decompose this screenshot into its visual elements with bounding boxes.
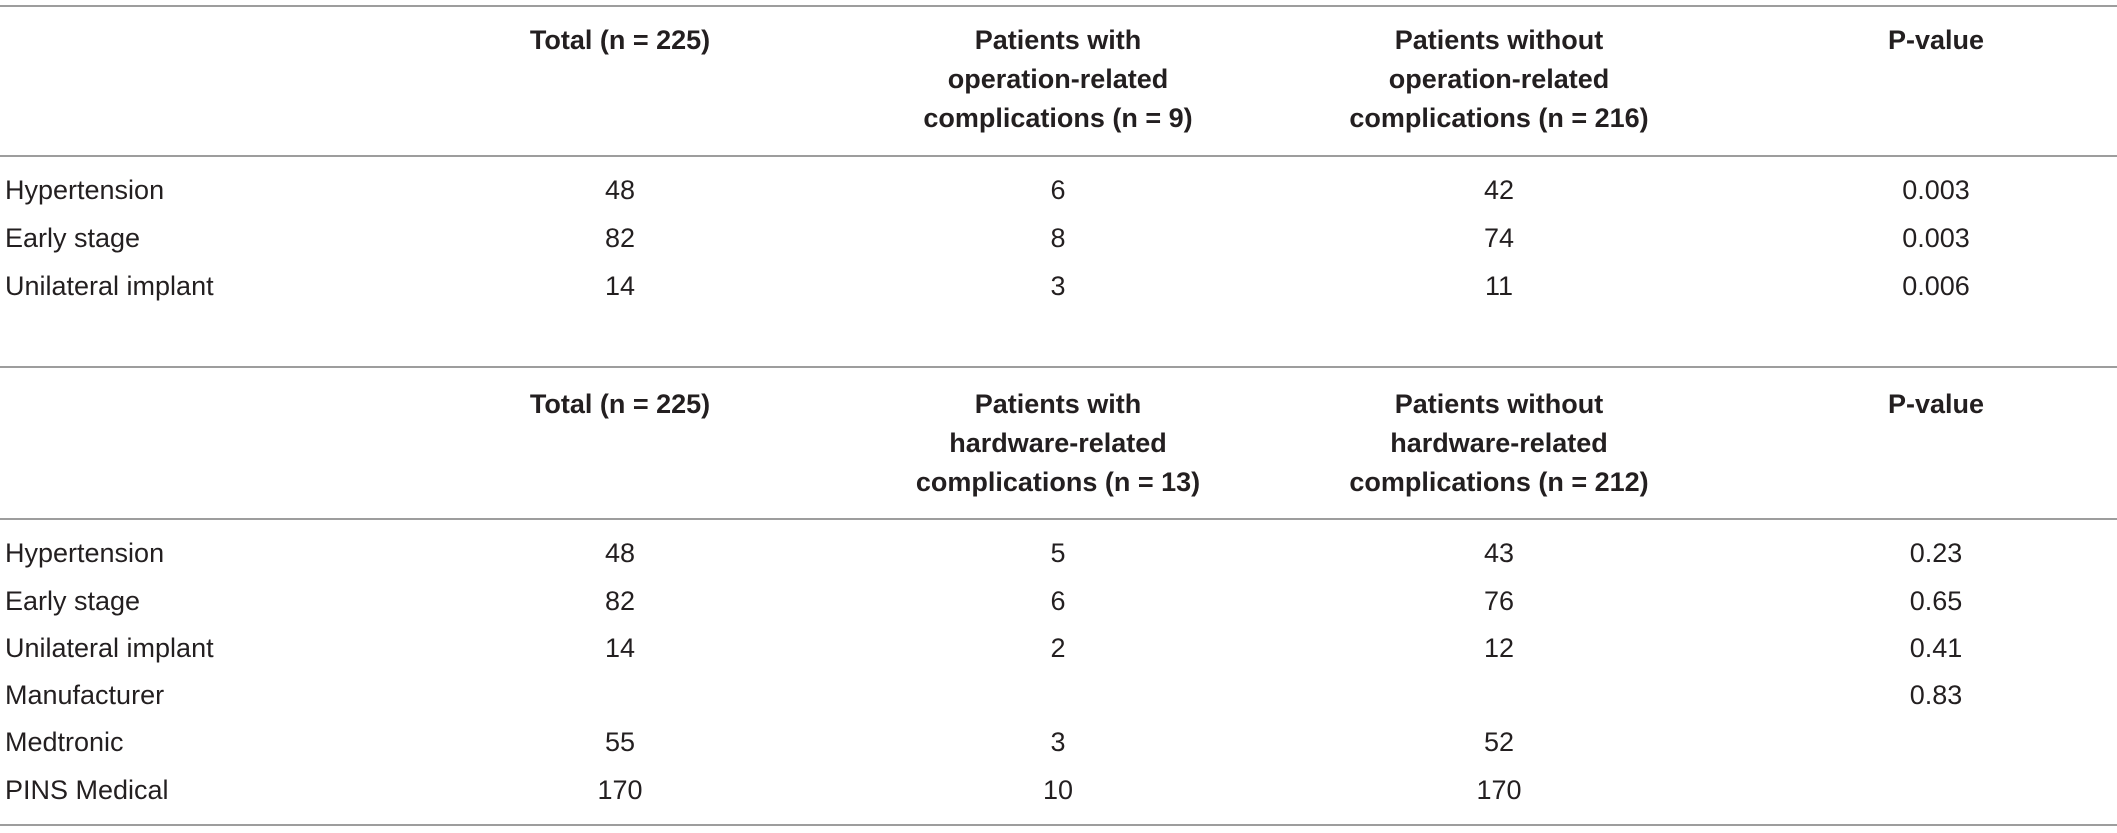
table-cell: 55 [604, 727, 636, 757]
table-cell: 0.65 [1909, 586, 1963, 616]
header-cell: Patients without [1394, 389, 1604, 419]
table-cell: 48 [604, 175, 636, 205]
table-cell: 6 [1050, 586, 1066, 616]
table-cell: 6 [1050, 175, 1066, 205]
table-rule [0, 518, 2117, 520]
table-cell: 48 [604, 538, 636, 568]
table-cell: 11 [1484, 271, 1514, 301]
table-cell: 0.003 [1902, 223, 1970, 253]
table-cell: 82 [604, 223, 636, 253]
row-label: Early stage [5, 223, 141, 253]
header-cell: P-value [1887, 389, 1985, 419]
table-cell: 43 [1483, 538, 1515, 568]
table-cell: 170 [1476, 775, 1522, 805]
header-cell: complications (n = 13) [915, 467, 1201, 497]
table-cell: 170 [597, 775, 643, 805]
table-cell: 12 [1483, 633, 1515, 663]
header-cell: complications (n = 216) [1349, 103, 1649, 133]
table-cell: 74 [1483, 223, 1515, 253]
table-cell: 14 [604, 633, 636, 663]
table-cell: 2 [1050, 633, 1066, 663]
row-label: Early stage [5, 586, 141, 616]
table-rule [0, 155, 2117, 157]
row-label: Unilateral implant [5, 633, 214, 663]
header-cell: Patients with [974, 389, 1142, 419]
row-label: Hypertension [5, 538, 165, 568]
table-cell: 3 [1050, 727, 1066, 757]
table-cell: 5 [1050, 538, 1066, 568]
table-cell: 0.83 [1909, 680, 1963, 710]
row-label: Unilateral implant [5, 271, 214, 301]
table-cell: 3 [1050, 271, 1066, 301]
table-rule [0, 5, 2117, 7]
header-cell: hardware-related [949, 428, 1167, 458]
table-cell: 0.23 [1909, 538, 1963, 568]
table-cell: 0.003 [1902, 175, 1970, 205]
table-cell: 82 [604, 586, 636, 616]
row-label: Manufacturer [5, 680, 165, 710]
table-cell: 0.41 [1909, 633, 1963, 663]
table-cell: 8 [1050, 223, 1066, 253]
header-cell: Patients without [1394, 25, 1604, 55]
header-cell: operation-related [1388, 64, 1610, 94]
table-cell: 42 [1483, 175, 1515, 205]
header-cell: operation-related [947, 64, 1169, 94]
header-cell: P-value [1887, 25, 1985, 55]
row-label: Hypertension [5, 175, 165, 205]
header-cell: hardware-related [1390, 428, 1608, 458]
table-rule [0, 366, 2117, 368]
table-cell: 76 [1483, 586, 1515, 616]
header-cell: Total (n = 225) [529, 25, 711, 55]
row-label: Medtronic [5, 727, 124, 757]
header-cell: Patients with [974, 25, 1142, 55]
table-rule [0, 824, 2117, 826]
table-cell: 10 [1042, 775, 1074, 805]
table-cell: 14 [604, 271, 636, 301]
table-cell: 52 [1483, 727, 1515, 757]
header-cell: Total (n = 225) [529, 389, 711, 419]
header-cell: complications (n = 212) [1349, 467, 1649, 497]
header-cell: complications (n = 9) [923, 103, 1193, 133]
row-label: PINS Medical [5, 775, 169, 805]
table-cell: 0.006 [1902, 271, 1970, 301]
